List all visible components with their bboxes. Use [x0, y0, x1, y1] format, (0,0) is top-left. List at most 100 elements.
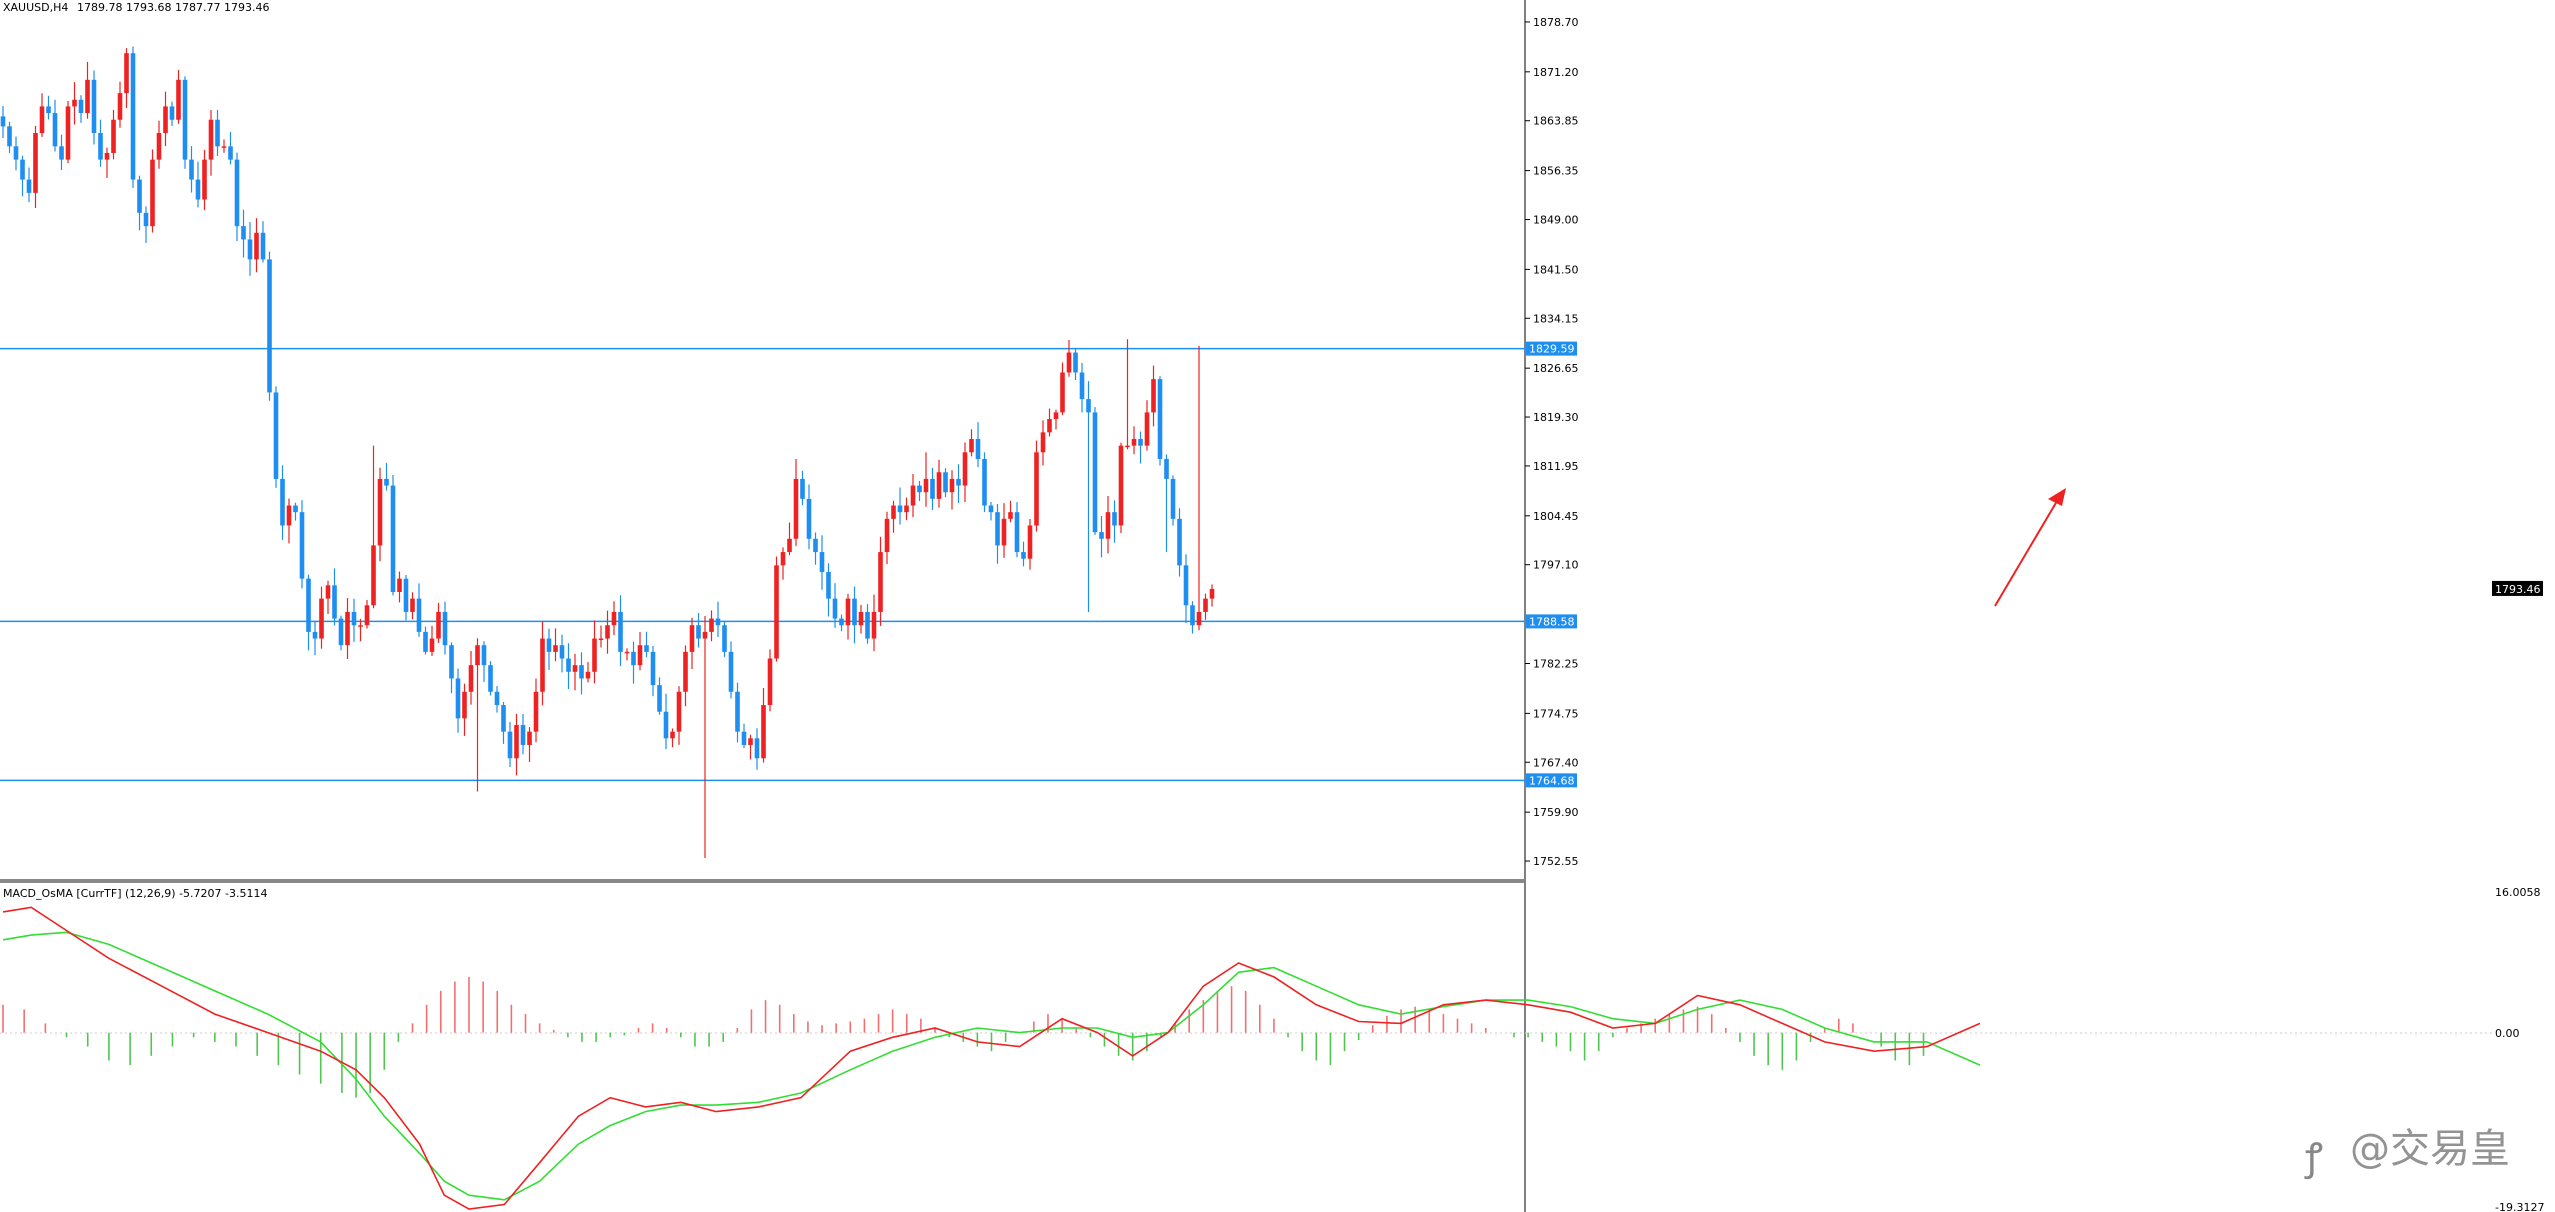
candle-bear — [143, 206, 149, 243]
candle-bull — [891, 500, 896, 533]
price-tick-label: 1834.15 — [1533, 312, 1579, 325]
candle-bear — [722, 621, 727, 658]
candle-bear — [1099, 516, 1104, 558]
candle-bear — [663, 693, 669, 750]
candle-bull — [468, 651, 474, 705]
candle-bull — [429, 625, 435, 656]
candle-bear — [559, 634, 565, 673]
candle-bear — [566, 643, 571, 690]
candle-bear — [819, 535, 825, 590]
candle-bull — [689, 617, 695, 669]
candle-bull — [1066, 339, 1072, 377]
price-tick-label: 1863.85 — [1533, 115, 1579, 128]
watermark: ꝭ @交易皇 — [2304, 1126, 2510, 1180]
candle-bull — [364, 599, 370, 629]
candle-bear — [13, 136, 19, 171]
candle-bull — [611, 601, 617, 635]
candle-bear — [754, 728, 760, 770]
candle-bull — [793, 458, 799, 546]
plot-frame — [0, 0, 1526, 1212]
candle-bull — [208, 110, 214, 176]
price-tick-label: 1849.00 — [1533, 214, 1579, 227]
candle-bull — [1209, 584, 1215, 607]
candle-bear — [59, 134, 64, 171]
current-price-label: 1793.46 — [2495, 583, 2541, 596]
candle-bull — [884, 511, 890, 565]
candle-bull — [475, 638, 480, 792]
candle-bear — [806, 484, 812, 550]
trend-arrow — [1994, 488, 2066, 607]
candle-bear — [650, 645, 656, 697]
candle-bull — [39, 93, 45, 137]
candle-bear — [897, 487, 903, 525]
candle-bear — [299, 500, 305, 589]
candle-bear — [975, 422, 981, 468]
candle-bear — [995, 503, 1000, 564]
candle-bear — [7, 121, 12, 153]
candle-bull — [553, 628, 558, 662]
candle-bear — [1014, 502, 1020, 558]
candle-bear — [312, 621, 318, 656]
candle-bear — [917, 480, 922, 502]
candle-bear — [1021, 541, 1026, 567]
candle-bull — [780, 547, 786, 580]
candle-bear — [20, 155, 25, 197]
candle-bull — [1125, 339, 1130, 450]
macd-scale-zero: 0.00 — [2495, 1027, 2520, 1040]
candle-bear — [728, 641, 734, 699]
candle-bull — [156, 120, 162, 169]
candle-bear — [273, 386, 279, 488]
candle-bull — [904, 497, 909, 521]
candle-bear — [351, 598, 357, 642]
candle-bull — [221, 139, 227, 153]
candle-bear — [26, 167, 32, 203]
candle-bear — [280, 465, 285, 540]
candle-bull — [371, 445, 376, 609]
candle-bull — [709, 610, 714, 642]
candle-bear — [455, 668, 461, 733]
candle-bear — [442, 601, 448, 655]
candle-bull — [462, 683, 467, 736]
macd-label: MACD_OsMA [CurrTF] (12,26,9) -5.7207 -3.… — [3, 887, 267, 900]
candle-bear — [988, 502, 994, 521]
macd-signal-line — [2, 931, 1981, 1201]
candle-bear — [657, 677, 662, 715]
candle-bear — [215, 109, 220, 157]
candle-bear — [800, 470, 805, 506]
candle-bear — [813, 532, 818, 565]
candle-bear — [481, 641, 487, 682]
candle-bear — [741, 723, 747, 749]
candle-bear — [501, 701, 506, 744]
level-price-label: 1764.68 — [1529, 774, 1575, 787]
candle-bull — [72, 82, 77, 125]
candle-bull — [397, 571, 402, 603]
candle-bear — [247, 221, 253, 276]
candle-bull — [1027, 518, 1033, 570]
horizontal-levels[interactable]: 1829.59 1788.58 1764.68 — [0, 341, 1577, 788]
candle-bull — [592, 620, 597, 684]
candle-bear — [416, 583, 422, 637]
candle-bull — [1047, 408, 1052, 437]
level-price-tag — [1526, 773, 1577, 788]
candle-bear — [735, 682, 740, 743]
candle-bull — [377, 467, 383, 562]
watermark-text: @交易皇 — [2350, 1126, 2510, 1172]
price-tick-label: 1826.65 — [1533, 362, 1579, 375]
chart-ohlc: 1789.78 1793.68 1787.77 1793.46 — [77, 1, 269, 14]
candle-bear — [1183, 554, 1189, 624]
candle-bear — [1138, 431, 1143, 464]
candle-bear — [169, 101, 175, 126]
candle-bear — [338, 615, 344, 651]
candle-bull — [514, 713, 519, 776]
candle-bull — [254, 218, 259, 273]
candle-bear — [839, 614, 844, 632]
price-tick-label: 1871.20 — [1533, 66, 1579, 79]
candle-bear — [78, 95, 84, 123]
candle-bear — [618, 595, 623, 667]
candle-bull — [319, 586, 324, 649]
candle-bull — [410, 592, 415, 620]
candle-bear — [520, 713, 526, 755]
candle-bear — [137, 175, 142, 231]
candle-bull — [358, 618, 363, 642]
candle-bull — [787, 522, 792, 556]
